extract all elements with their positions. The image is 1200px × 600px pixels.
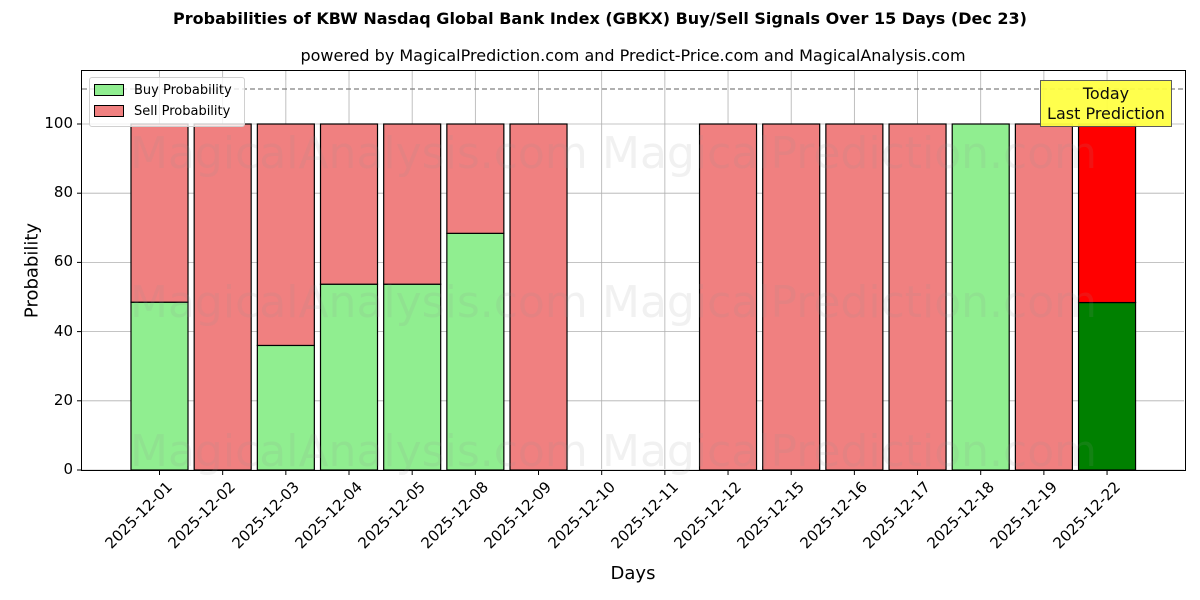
legend-swatch-sell [94,105,124,117]
x-axis-label: Days [610,563,656,584]
bar-sell [825,123,884,471]
bar-sell [446,123,505,234]
bar-sell [256,123,315,347]
legend: Buy Probability Sell Probability [89,77,245,127]
bar-buy [1077,301,1137,471]
legend-label-buy: Buy Probability [134,82,232,98]
bar-sell [509,123,568,471]
bar-sell [319,123,379,285]
bar-sell [762,123,821,471]
axes-frame [81,70,1186,471]
bar-sell [383,123,442,285]
y-tick-label: 100 [44,114,73,132]
bar-buy [130,301,189,471]
y-axis-label: Probability [21,222,43,319]
legend-item-buy: Buy Probability [94,82,232,98]
y-tick-label: 20 [53,390,73,409]
bar-buy [951,123,1010,471]
y-tick-label: 40 [53,321,73,340]
y-tick-label: 80 [53,183,73,202]
bar-buy [256,344,315,471]
bar-sell [1077,123,1137,304]
bar-buy [383,283,442,471]
bar-sell [698,123,758,471]
legend-label-sell: Sell Probability [134,103,231,119]
y-tick-label: 60 [53,252,73,271]
legend-item-sell: Sell Probability [94,103,230,119]
today-annotation: Today Last Prediction [1040,80,1172,127]
bar-sell [888,123,947,471]
legend-swatch-buy [94,84,124,96]
chart-subtitle: powered by MagicalPrediction.com and Pre… [300,46,966,65]
bars [130,123,1137,471]
chart-title: Probabilities of KBW Nasdaq Global Bank … [173,9,1027,28]
annotation-line1: Today [1082,84,1130,103]
bar-buy [319,283,379,471]
annotation-line2: Last Prediction [1047,104,1165,123]
y-tick-label: 0 [63,460,73,478]
